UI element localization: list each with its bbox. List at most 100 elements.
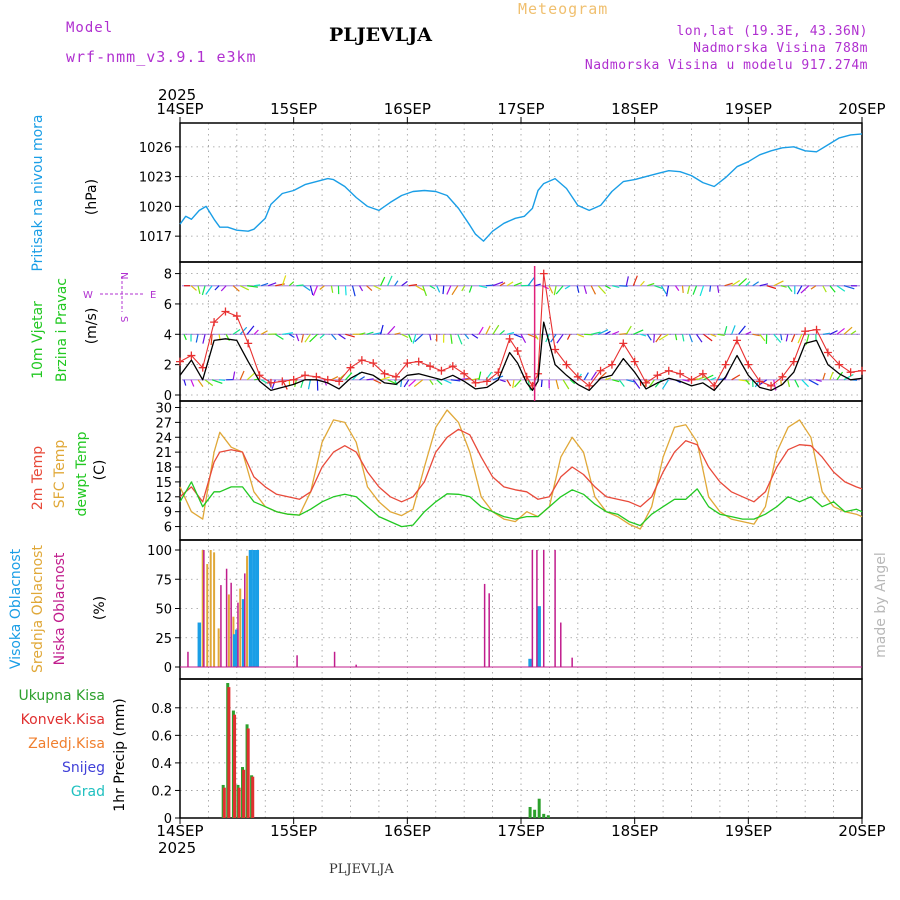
wind-arrow bbox=[822, 285, 827, 293]
wind-arrow bbox=[562, 379, 570, 390]
wind-arrow bbox=[232, 329, 241, 335]
wind-arrow bbox=[359, 285, 364, 292]
wind-arrow bbox=[274, 333, 284, 340]
mid-cloud-bar bbox=[209, 550, 212, 667]
wind-ytick-label: 6 bbox=[164, 298, 172, 313]
wind-arrow bbox=[499, 379, 506, 383]
wind-arrow bbox=[254, 284, 261, 287]
wind-arrow bbox=[724, 282, 733, 287]
wind-arrow bbox=[785, 334, 789, 342]
wind-arrow bbox=[373, 285, 382, 290]
wind-arrow bbox=[696, 376, 706, 381]
wind-arrow bbox=[492, 375, 504, 381]
wind-arrow bbox=[520, 334, 527, 344]
wind-arrow bbox=[401, 280, 408, 287]
wind-arrow bbox=[408, 379, 417, 387]
wind-gust-marker bbox=[346, 363, 355, 372]
high-cloud-bar bbox=[235, 629, 239, 667]
bottom-day-label: 14SEP bbox=[156, 822, 203, 840]
high-cloud-label: Visoka Oblacnost bbox=[8, 548, 24, 669]
wind-ytick-label: 4 bbox=[164, 328, 172, 343]
low-cloud-bar bbox=[531, 550, 534, 667]
mid-cloud-bar bbox=[213, 552, 216, 667]
high-cloud-bar bbox=[241, 599, 246, 667]
wind-arrow bbox=[282, 332, 294, 335]
wind-gust-marker bbox=[687, 375, 696, 384]
wind-arrow bbox=[247, 285, 258, 288]
wind-arrow bbox=[597, 285, 607, 295]
wind-arrow bbox=[655, 333, 662, 343]
wind-arrow bbox=[380, 376, 390, 381]
wind-arrow bbox=[808, 379, 819, 386]
wind-arrow bbox=[534, 283, 541, 287]
wind-arrow bbox=[640, 333, 647, 337]
low-cloud-bar bbox=[355, 664, 357, 667]
temperature-frame bbox=[179, 400, 863, 541]
temp-unit: (C) bbox=[92, 460, 108, 481]
wind-ytick-label: 0 bbox=[164, 389, 172, 404]
pressure-ytick-label: 1023 bbox=[139, 171, 172, 186]
pressure-ytick-label: 1020 bbox=[139, 200, 172, 215]
wind-arrow bbox=[366, 378, 374, 381]
model-name: wrf-nmm_v3.9.1 e3km bbox=[66, 48, 257, 66]
precip-legend-label: Zaledj.Kisa bbox=[28, 736, 105, 752]
wind-arrow bbox=[485, 325, 491, 335]
low-cloud-bar bbox=[220, 585, 222, 667]
wind-arrow bbox=[414, 333, 424, 343]
wind-arrow bbox=[674, 285, 680, 292]
wind-gust-marker bbox=[278, 377, 287, 386]
wind-gust-marker bbox=[596, 366, 605, 375]
wind-arrow bbox=[682, 379, 690, 382]
precip-legend-label: Konvek.Kisa bbox=[21, 712, 105, 728]
wind-arrow bbox=[359, 332, 366, 335]
wind-gust-marker bbox=[301, 371, 310, 380]
low-cloud-bar bbox=[203, 550, 205, 667]
temperature-ytick-label: 27 bbox=[155, 416, 172, 431]
wind-gust-marker bbox=[426, 362, 435, 371]
wind-arrow bbox=[450, 334, 453, 344]
wind-arrow bbox=[330, 333, 337, 341]
wind-arrow bbox=[710, 376, 717, 381]
wind-arrow bbox=[513, 281, 522, 287]
wind-arrow bbox=[658, 333, 669, 341]
wind-arrow bbox=[190, 379, 195, 387]
wind-gust-marker bbox=[619, 339, 628, 348]
wind-arrow bbox=[436, 379, 443, 386]
high-cloud-bar bbox=[248, 550, 253, 667]
wind-arrow bbox=[632, 379, 641, 389]
wind-arrow bbox=[564, 285, 571, 290]
convective-precip-bar bbox=[233, 714, 237, 818]
wind-arrow bbox=[666, 285, 670, 297]
wind-arrow bbox=[422, 285, 427, 297]
pressure-unit: (hPa) bbox=[84, 179, 100, 215]
wind-gust-marker bbox=[539, 269, 548, 278]
wind-arrow bbox=[442, 285, 445, 295]
wind-arrow bbox=[261, 282, 269, 287]
wind-arrow bbox=[612, 285, 620, 288]
wind-gust-marker bbox=[255, 371, 264, 380]
wind-arrow bbox=[797, 334, 803, 344]
wind-arrow bbox=[810, 285, 817, 290]
low-cloud-bar bbox=[230, 582, 232, 667]
wind-arrow bbox=[387, 275, 393, 286]
wind-gust-marker bbox=[210, 318, 219, 327]
wind-arrow bbox=[514, 379, 522, 388]
wind-gust-marker bbox=[858, 366, 866, 375]
low-cloud-bar bbox=[536, 550, 538, 667]
wind-arrow bbox=[380, 324, 384, 335]
wind-arrow bbox=[366, 285, 373, 291]
wind-arrow bbox=[569, 379, 576, 385]
wind-arrow bbox=[815, 379, 822, 382]
wind-arrow bbox=[408, 334, 413, 343]
total-precip-bar bbox=[546, 815, 550, 818]
wind-arrow bbox=[752, 281, 760, 287]
low-cloud-bar bbox=[296, 655, 298, 667]
wind-arrow bbox=[413, 379, 424, 388]
wind-arrow bbox=[612, 379, 620, 383]
wind-arrow bbox=[731, 374, 741, 381]
wind-arrow bbox=[461, 285, 466, 292]
pressure-title: Pritisak na nivou mora bbox=[30, 114, 46, 271]
wind-arrow bbox=[387, 379, 398, 385]
top-day-label: 20SEP bbox=[838, 100, 885, 118]
